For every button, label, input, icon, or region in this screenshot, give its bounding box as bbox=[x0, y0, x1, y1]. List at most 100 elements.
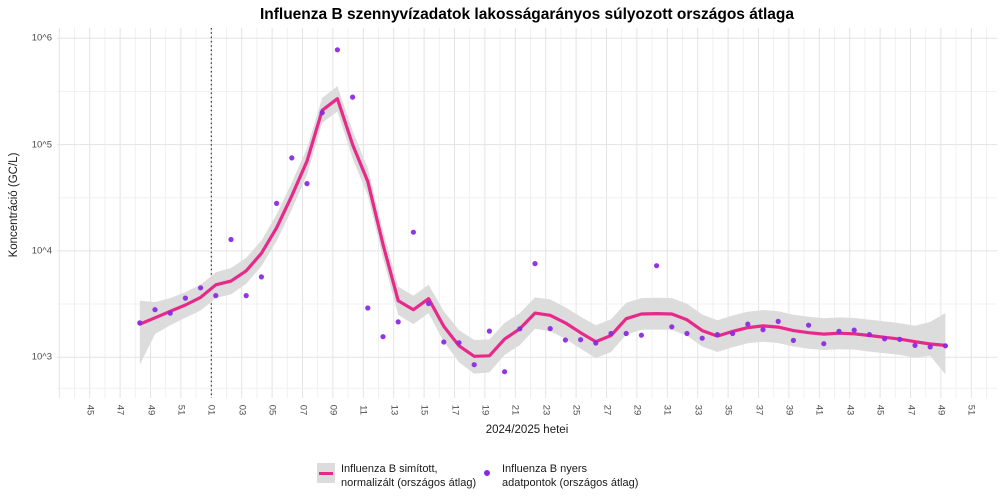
raw-data-point bbox=[517, 326, 523, 332]
raw-data-point bbox=[638, 332, 645, 338]
raw-data-point bbox=[897, 336, 903, 342]
raw-data-point bbox=[395, 319, 401, 325]
smoothed-line bbox=[138, 97, 948, 358]
raw-data-point bbox=[304, 181, 310, 187]
x-tick-label: 37 bbox=[753, 404, 764, 416]
x-tick-label: 21 bbox=[509, 404, 521, 416]
legend-item-smoothed: Influenza B simított, normalizált (orszá… bbox=[317, 463, 476, 490]
y-tick-label: 10^6 bbox=[31, 32, 52, 44]
x-tick-label: 47 bbox=[905, 404, 916, 416]
x-tick-label: 01 bbox=[205, 404, 217, 416]
x-tick-label: 29 bbox=[631, 404, 643, 416]
raw-data-point bbox=[866, 332, 873, 338]
raw-data-point bbox=[380, 334, 386, 340]
x-tick-label: 51 bbox=[175, 404, 187, 416]
chart-title: Influenza B szennyvízadatok lakosságarán… bbox=[259, 6, 795, 23]
x-tick-label: 41 bbox=[813, 404, 825, 416]
raw-data-point bbox=[152, 307, 158, 313]
x-tick-label: 23 bbox=[540, 404, 552, 416]
x-tick-label: 27 bbox=[601, 404, 612, 416]
x-tick-label: 03 bbox=[236, 404, 248, 416]
y-tick-label: 10^3 bbox=[31, 351, 52, 363]
x-tick-label: 45 bbox=[874, 404, 886, 416]
raw-data-point bbox=[182, 295, 188, 301]
raw-data-point bbox=[274, 200, 280, 206]
x-tick-label: 05 bbox=[266, 404, 278, 416]
raw-data-point bbox=[456, 340, 462, 346]
x-tick-label: 31 bbox=[661, 404, 673, 416]
raw-data-point bbox=[912, 342, 918, 348]
raw-data-point bbox=[547, 326, 553, 332]
raw-data-point bbox=[608, 330, 614, 337]
ribbon-line-key-icon bbox=[317, 463, 335, 483]
legend-label-smoothed: Influenza B simított, normalizált (orszá… bbox=[341, 463, 477, 489]
raw-data-point bbox=[350, 94, 356, 100]
raw-data-point bbox=[365, 305, 371, 311]
raw-data-point bbox=[623, 330, 629, 337]
x-tick-label: 09 bbox=[327, 404, 339, 416]
raw-data-point bbox=[760, 327, 766, 333]
x-tick-label: 25 bbox=[570, 404, 582, 416]
raw-data-point bbox=[775, 318, 781, 324]
raw-data-point bbox=[882, 336, 888, 342]
x-tick-label: 15 bbox=[418, 404, 430, 416]
x-tick-label: 13 bbox=[388, 404, 400, 416]
raw-data-point bbox=[578, 337, 584, 343]
raw-data-point bbox=[745, 321, 751, 327]
x-tick-label: 33 bbox=[692, 404, 704, 416]
raw-data-point bbox=[258, 274, 264, 280]
legend-label-raw: Influenza B nyers adatpontok (országos á… bbox=[502, 463, 639, 489]
x-tick-label: 47 bbox=[114, 404, 126, 416]
legend: Influenza B simított, normalizált (orszá… bbox=[0, 455, 1000, 500]
raw-data-point bbox=[836, 328, 842, 334]
x-tick-label: 07 bbox=[297, 404, 308, 416]
y-axis-title: Koncentráció (GC/L) bbox=[8, 152, 20, 258]
x-tick-label: 43 bbox=[844, 404, 856, 416]
raw-data-point bbox=[289, 155, 295, 161]
point-key-icon bbox=[478, 463, 496, 483]
y-tick-label: 10^5 bbox=[31, 139, 52, 151]
raw-data-point bbox=[319, 110, 325, 116]
raw-data-point bbox=[426, 300, 432, 307]
raw-data-point bbox=[669, 324, 675, 330]
x-tick-label: 39 bbox=[783, 404, 795, 416]
raw-data-point bbox=[942, 343, 949, 349]
raw-data-point bbox=[851, 327, 857, 333]
raw-data-point bbox=[714, 332, 721, 338]
raw-data-point bbox=[730, 330, 736, 337]
raw-data-point bbox=[562, 337, 569, 343]
raw-data-point bbox=[806, 322, 812, 328]
raw-data-point bbox=[410, 229, 416, 235]
raw-data-point bbox=[593, 340, 599, 346]
raw-data-point bbox=[502, 369, 508, 375]
confidence-ribbon bbox=[139, 86, 946, 375]
raw-data-point bbox=[654, 263, 660, 269]
raw-data-point bbox=[471, 362, 477, 368]
raw-data-point bbox=[334, 47, 340, 53]
raw-data-point bbox=[684, 330, 690, 337]
raw-data-point bbox=[790, 337, 797, 343]
raw-data-point bbox=[486, 328, 492, 334]
raw-data-point bbox=[441, 339, 447, 345]
raw-data-point bbox=[198, 285, 204, 291]
x-tick-label: 45 bbox=[84, 404, 96, 416]
raw-data-point bbox=[532, 261, 538, 267]
raw-data-point bbox=[167, 310, 173, 316]
raw-data-point bbox=[243, 293, 249, 299]
x-axis-title: 2024/2025 hetei bbox=[485, 424, 569, 436]
x-tick-label: 51 bbox=[965, 404, 977, 416]
x-tick-label: 11 bbox=[357, 405, 369, 415]
x-tick-label: 49 bbox=[145, 404, 156, 416]
x-tick-label: 35 bbox=[722, 404, 734, 416]
raw-data-point bbox=[213, 293, 219, 299]
raw-data-point bbox=[927, 344, 933, 350]
raw-data-point bbox=[821, 341, 827, 347]
x-tick-label: 49 bbox=[935, 404, 947, 416]
x-tick-label: 19 bbox=[479, 404, 491, 416]
x-tick-label: 17 bbox=[449, 404, 460, 416]
raw-data-point bbox=[228, 236, 234, 243]
raw-data-point bbox=[699, 335, 705, 341]
legend-item-raw: Influenza B nyers adatpontok (országos á… bbox=[478, 463, 638, 490]
